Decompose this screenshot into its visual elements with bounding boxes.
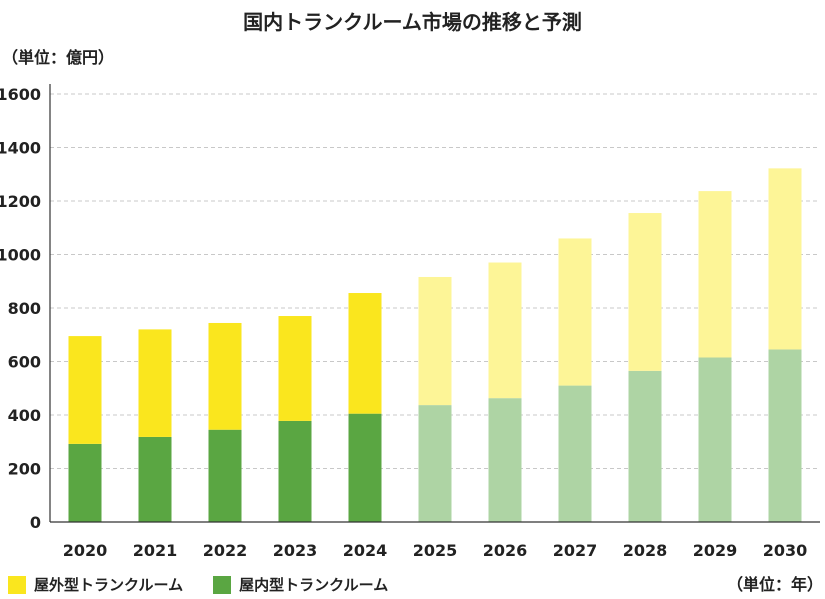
legend-label-indoor: 屋内型トランクルーム (239, 576, 389, 594)
y-axis-unit: （単位：億円） (2, 48, 115, 67)
x-tick-2021: 2021 (133, 541, 178, 560)
x-tick-2027: 2027 (553, 541, 598, 560)
bar-outdoor-2027 (558, 238, 592, 386)
bar-outdoor-2022 (208, 322, 242, 430)
bars (68, 168, 802, 522)
y-tick-1400: 1400 (0, 139, 41, 158)
bar-indoor-2029 (698, 357, 732, 522)
legend-swatch-indoor (213, 575, 232, 594)
x-tick-2030: 2030 (763, 541, 808, 560)
bar-indoor-2026 (488, 398, 522, 522)
bar-outdoor-2023 (278, 316, 312, 421)
bar-indoor-2028 (628, 370, 662, 522)
bar-indoor-2021 (138, 436, 172, 522)
bar-outdoor-2026 (488, 262, 522, 399)
bar-outdoor-2029 (698, 191, 732, 358)
legend-label-outdoor: 屋外型トランクルーム (34, 576, 184, 594)
bar-outdoor-2021 (138, 329, 172, 437)
bar-outdoor-2028 (628, 213, 662, 371)
bar-indoor-2030 (768, 349, 802, 522)
x-tick-labels: 2020 2021 2022 2023 2024 2025 2026 2027 2028 2029… (63, 541, 808, 560)
bar-indoor-2023 (278, 420, 312, 522)
x-tick-2028: 2028 (623, 541, 668, 560)
x-axis-unit: （単位：年） (726, 575, 823, 594)
legend-swatch-outdoor (8, 575, 26, 594)
bar-indoor-2024 (348, 413, 382, 522)
bar-outdoor-2020 (68, 336, 102, 444)
x-tick-2024: 2024 (343, 541, 388, 560)
x-tick-2023: 2023 (273, 541, 318, 560)
x-tick-2026: 2026 (483, 541, 528, 560)
y-tick-1000: 1000 (0, 246, 41, 265)
legend: 屋外型トランクルーム 屋内型トランクルーム (8, 574, 418, 595)
bar-indoor-2025 (418, 405, 452, 522)
y-tick-0: 0 (30, 513, 41, 532)
bar-indoor-2027 (558, 385, 592, 522)
y-tick-200: 200 (8, 460, 41, 479)
bar-outdoor-2024 (348, 293, 382, 414)
chart-title: 国内トランクルーム市場の推移と予測 (243, 10, 582, 34)
bar-outdoor-2025 (418, 276, 452, 406)
bar-outdoor-2030 (768, 168, 802, 350)
y-tick-1600: 1600 (0, 85, 41, 104)
y-tick-800: 800 (8, 299, 41, 318)
x-tick-2020: 2020 (63, 541, 108, 560)
y-tick-labels: 0 200 400 600 800 1000 1200 1400 1600 (0, 85, 41, 532)
bar-indoor-2020 (68, 443, 102, 522)
y-tick-600: 600 (8, 353, 41, 372)
x-tick-2029: 2029 (693, 541, 738, 560)
axes (49, 84, 820, 523)
legend-item-indoor: 屋内型トランクルーム (213, 574, 388, 595)
x-tick-2025: 2025 (413, 541, 458, 560)
bar-indoor-2022 (208, 429, 242, 522)
y-tick-400: 400 (8, 406, 41, 425)
legend-item-outdoor: 屋外型トランクルーム (8, 574, 183, 595)
x-tick-2022: 2022 (203, 541, 248, 560)
y-tick-1200: 1200 (0, 192, 41, 211)
